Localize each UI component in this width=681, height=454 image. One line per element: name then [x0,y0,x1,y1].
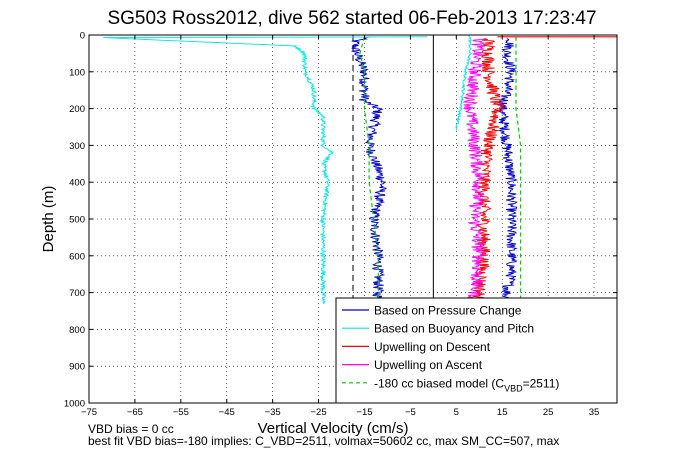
series-line-buoyancy_descent [103,36,428,304]
legend-label: Based on Buoyancy and Pitch [374,322,534,336]
x-tick-label: −35 [265,407,281,418]
y-tick-label: 800 [69,325,85,336]
series-line-upwelling_ascent [462,38,486,305]
legend-label: Upwelling on Ascent [374,358,483,372]
y-axis-label: Depth (m) [40,186,57,253]
series-line-upwelling_descent [471,38,505,305]
y-tick-label: 200 [69,104,85,115]
x-tick-label: 35 [589,407,600,418]
x-tick-label: −45 [219,407,235,418]
y-tick-label: 1000 [64,399,85,410]
series-line-model_ascent [515,36,522,304]
x-tick-label: 25 [543,407,554,418]
y-tick-label: 100 [69,67,85,78]
x-axis-ticks: −75 −65 −55 −45 −35 −25 −15 −5 5 15 25 35 [81,35,599,418]
x-tick-label: 15 [497,407,508,418]
series-line-pressure_descent [351,36,387,305]
legend-box [335,297,618,404]
y-tick-label: 300 [69,141,85,152]
x-tick-label: 5 [454,407,459,418]
x-tick-label: −25 [311,407,327,418]
y-tick-label: 600 [69,251,85,262]
x-tick-label: −15 [356,407,372,418]
legend-label: Upwelling on Descent [374,340,491,354]
x-axis-label: Vertical Velocity (cm/s) [258,420,409,437]
legend: Based on Pressure Change Based on Buoyanc… [335,297,618,404]
legend-label: Based on Pressure Change [374,304,522,318]
series-line-pressure_ascent [497,38,518,304]
y-tick-label: 0 [80,31,85,42]
x-tick-label: −65 [127,407,143,418]
legend-label-suffix: =2511) [523,376,560,390]
y-tick-label: 400 [69,178,85,189]
best-fit-note: best fit VBD bias=-180 implies: C_VBD=25… [88,434,560,448]
y-tick-label: 700 [69,288,85,299]
y-tick-label: 500 [69,215,85,226]
series-group [103,35,617,305]
series-line-buoyancy_ascent [454,35,473,131]
series-line-model_descent [359,36,379,304]
x-tick-label: −75 [81,407,97,418]
x-tick-label: −55 [173,407,189,418]
x-tick-label: −5 [405,407,416,418]
chart-title: SG503 Ross2012, dive 562 started 06-Feb-… [107,8,596,29]
y-tick-label: 900 [69,362,85,373]
vbd-bias-note: VBD bias = 0 cc [88,422,174,436]
legend-label-subscript: VBD [504,383,523,393]
